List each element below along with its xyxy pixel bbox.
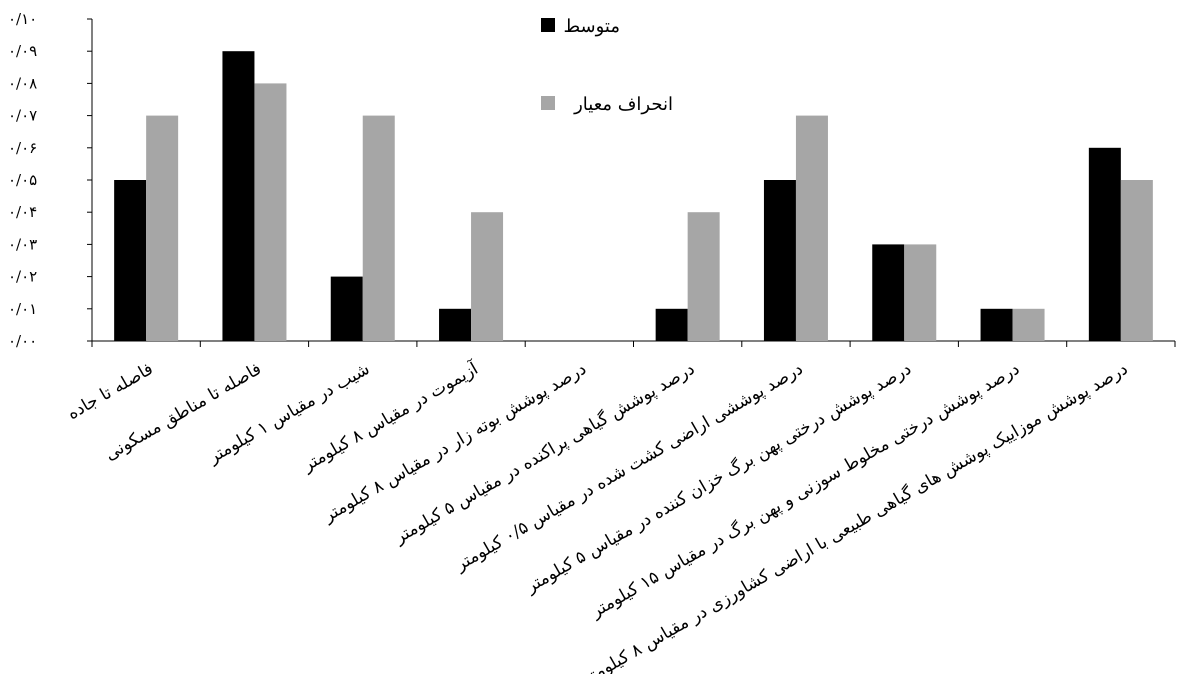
- y-tick-label: ۰/۰۴: [8, 203, 37, 221]
- legend-label-mean: متوسط: [563, 16, 620, 37]
- y-tick-label: ۰/۰۷: [8, 107, 37, 125]
- category-label: آزیموت در مقیاس ۸ کیلومتر: [297, 357, 482, 477]
- y-tick-label: ۰/۰۱: [8, 300, 37, 318]
- bar-std: [687, 212, 720, 341]
- y-tick-label: ۰/۰۸: [8, 74, 37, 92]
- bar-std: [362, 115, 395, 341]
- bar-mean: [1088, 147, 1121, 341]
- bar-mean: [222, 51, 255, 341]
- y-tick-label: ۰/۰۵: [8, 171, 37, 189]
- bar-mean: [980, 308, 1013, 341]
- y-tick-label: ۰/۰۲: [8, 268, 37, 286]
- bar-mean: [114, 180, 147, 341]
- bar-mean: [872, 244, 905, 341]
- legend: متوسط انحراف معیار: [541, 16, 673, 115]
- bar-std: [471, 212, 504, 341]
- category-label: درصد پوشش درختی پهن برگ خزان کننده در مق…: [521, 358, 914, 597]
- y-tick-label: ۰/۰۰: [8, 332, 37, 350]
- bar-std: [146, 115, 179, 341]
- bar-std: [904, 244, 937, 341]
- bar-std: [795, 115, 828, 341]
- bar-std: [1120, 180, 1153, 341]
- y-tick-label: ۰/۱۰: [8, 10, 37, 28]
- legend-swatch-std: [541, 96, 555, 110]
- y-tick-label: ۰/۰۹: [8, 42, 37, 60]
- bar-std: [1012, 308, 1045, 341]
- category-label: فاصله تا جاده: [64, 359, 157, 424]
- legend-label-std: انحراف معیار: [573, 94, 673, 115]
- bars: [114, 51, 1153, 342]
- bar-std: [254, 83, 287, 342]
- bar-mean: [330, 276, 363, 341]
- bar-mean: [763, 180, 796, 341]
- y-tick-label: ۰/۰۳: [8, 235, 37, 253]
- bar-mean: [439, 308, 472, 341]
- axes: ۰/۰۰ ۰/۰۱ ۰/۰۲ ۰/۰۳ ۰/۰۴ ۰/۰۵ ۰/۰۶ ۰/۰۷ ۰/۰۸ ۰/۰۹…: [8, 10, 1176, 350]
- y-tick-label: ۰/۰۶: [8, 139, 37, 157]
- bar-mean: [655, 308, 688, 341]
- legend-swatch-mean: [541, 18, 555, 32]
